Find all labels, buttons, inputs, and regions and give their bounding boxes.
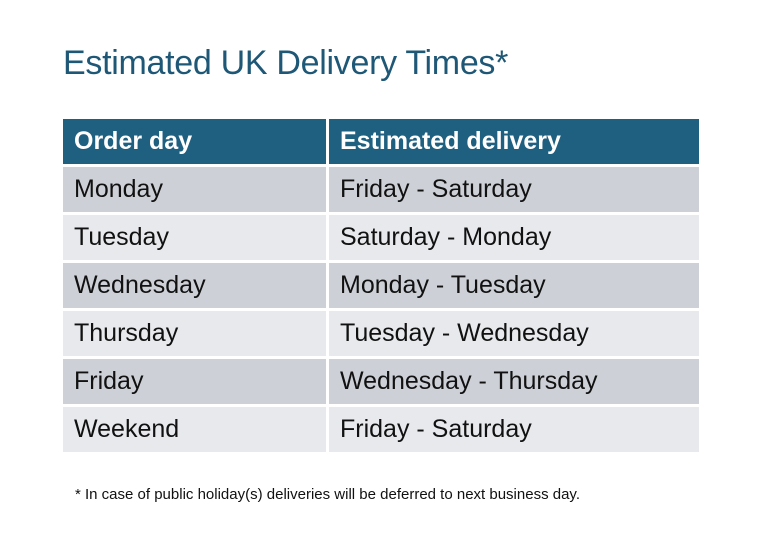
estimated-delivery-cell: Friday - Saturday <box>329 407 699 452</box>
table-row: Thursday Tuesday - Wednesday <box>63 311 699 356</box>
estimated-delivery-cell: Tuesday - Wednesday <box>329 311 699 356</box>
order-day-cell: Tuesday <box>63 215 326 260</box>
estimated-delivery-cell: Wednesday - Thursday <box>329 359 699 404</box>
table-row: Wednesday Monday - Tuesday <box>63 263 699 308</box>
table-row: Weekend Friday - Saturday <box>63 407 699 452</box>
estimated-delivery-cell: Saturday - Monday <box>329 215 699 260</box>
order-day-cell: Weekend <box>63 407 326 452</box>
column-header-order-day: Order day <box>63 119 326 164</box>
footnote: * In case of public holiday(s) deliverie… <box>75 486 580 503</box>
order-day-cell: Thursday <box>63 311 326 356</box>
estimated-delivery-cell: Monday - Tuesday <box>329 263 699 308</box>
estimated-delivery-cell: Friday - Saturday <box>329 167 699 212</box>
order-day-cell: Friday <box>63 359 326 404</box>
page-title: Estimated UK Delivery Times* <box>63 44 509 82</box>
delivery-table: Order day Estimated delivery Monday Frida… <box>60 116 702 455</box>
table-header-row: Order day Estimated delivery <box>63 119 699 164</box>
column-header-estimated-delivery: Estimated delivery <box>329 119 699 164</box>
table-row: Tuesday Saturday - Monday <box>63 215 699 260</box>
order-day-cell: Monday <box>63 167 326 212</box>
order-day-cell: Wednesday <box>63 263 326 308</box>
table-row: Monday Friday - Saturday <box>63 167 699 212</box>
table-row: Friday Wednesday - Thursday <box>63 359 699 404</box>
